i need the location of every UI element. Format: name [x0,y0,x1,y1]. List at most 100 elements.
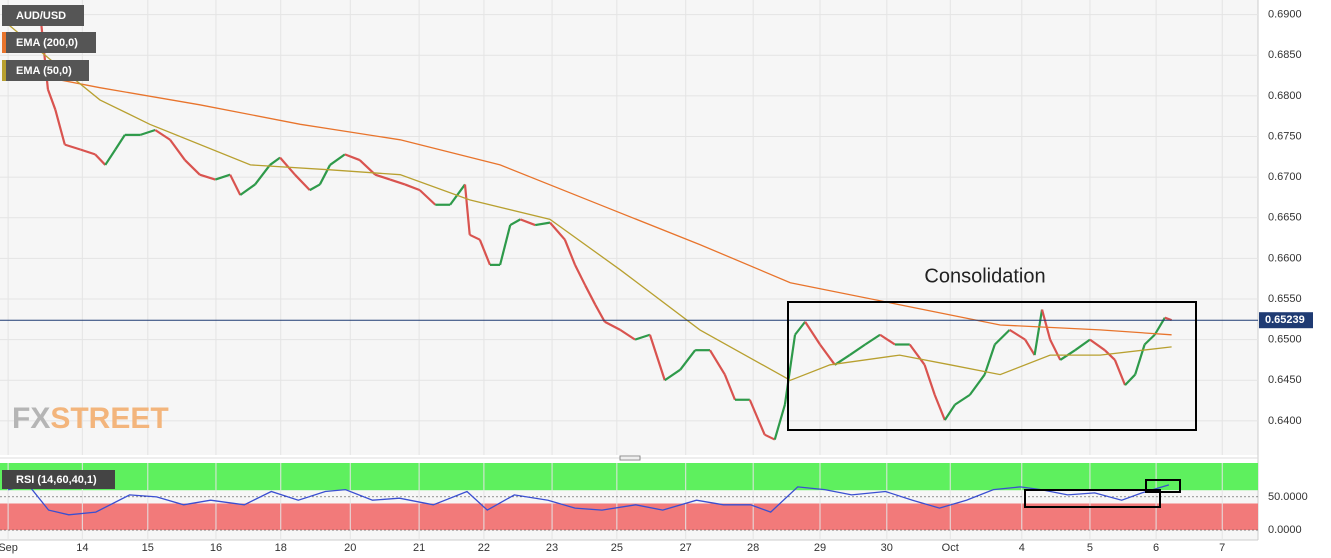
y-tick-label: 0.6700 [1268,171,1302,183]
price-segment [1124,373,1136,386]
price-segment [199,173,216,181]
price-segment [64,143,81,151]
legend-box [2,32,96,53]
price-segment [879,333,896,346]
legend-label: EMA (200,0) [16,37,78,49]
price-segment [563,239,577,266]
legend-label: AUD/USD [16,10,66,22]
price-segment [104,148,117,166]
legend-swatch [2,32,6,53]
price-segment [594,304,606,323]
price-segment [1113,359,1127,386]
price-segment [329,153,346,166]
legend-box [2,60,89,81]
x-tick-label: 21 [413,542,425,554]
x-tick-label: Sep [0,542,18,554]
rsi-label: RSI (14,60,40,1) [16,474,97,486]
price-segment [933,394,946,421]
x-tick-label: 18 [275,542,287,554]
y-tick-label: 0.6850 [1268,49,1302,61]
price-segment [923,364,936,396]
price-segment [419,189,437,206]
price-segment [229,174,242,196]
price-segment [783,334,797,405]
price-panel [0,0,1258,455]
y-tick-label: 0.6650 [1268,212,1302,224]
price-segment [634,333,651,341]
price-segment [1089,338,1106,352]
y-tick-label: 0.6450 [1268,374,1302,386]
price-segment [54,109,66,145]
price-segment [864,333,881,346]
price-segment [519,218,536,227]
price-segment [499,224,512,266]
price-segment [46,88,57,111]
price-segment [794,321,807,336]
price-segment [269,156,281,166]
x-tick-label: Oct [942,542,959,554]
price-segment [184,159,201,176]
y-tick-label: 0.6900 [1268,9,1302,21]
price-segment [94,153,107,166]
price-segment [214,173,231,181]
price-segment [849,343,866,356]
x-tick-label: 15 [142,542,154,554]
x-tick-label: 29 [814,542,826,554]
y-tick-label: 0.6750 [1268,130,1302,142]
price-segment [1040,309,1052,340]
price-segment [374,173,391,181]
price-segment [764,433,776,441]
price-segment [1033,309,1044,356]
legend-label: EMA (50,0) [16,65,72,77]
x-tick-label: 4 [1019,542,1025,554]
watermark: FXSTREET [12,402,169,435]
price-segment [604,320,621,331]
price-segment [584,284,597,306]
price-segment [983,344,996,375]
price-segment [968,373,986,396]
price-segment [169,139,186,161]
rsi-box [1145,479,1181,493]
price-segment [79,148,96,156]
price-segment [344,153,361,162]
annotation: Consolidation [924,265,1045,287]
consolidation-box [787,301,1197,431]
price-segment [114,134,126,151]
price-segment [140,128,156,136]
price-segment [619,328,636,341]
y-tick-label: 0.6400 [1268,415,1302,427]
y-tick-label: 0.0000 [1268,524,1302,536]
price-segment [463,184,471,235]
watermark-street: STREET [50,402,168,435]
x-tick-label: 16 [210,542,222,554]
price-segment [954,393,971,406]
line-series [7,23,1172,382]
y-tick-label: 0.6800 [1268,90,1302,102]
price-segment [239,183,256,196]
price-segment [1049,339,1062,361]
price-segment [279,156,296,176]
legend-box [2,5,84,26]
price-segment [404,183,421,192]
price-segment [294,173,311,191]
price-segment [1009,328,1026,341]
price-segment [254,164,271,186]
rsi-upper-zone [0,463,1258,491]
price-segment [723,374,736,401]
price-segment [509,218,521,227]
x-tick-label: 23 [546,542,558,554]
x-tick-label: 6 [1153,542,1159,554]
price-segment [549,221,566,241]
price-segment [154,129,171,141]
resize-handle[interactable] [619,455,641,461]
price-segment [1143,333,1156,346]
price-segment [664,368,681,382]
price-segment [804,321,821,346]
x-tick-label: 30 [881,542,893,554]
last-price-box [1259,312,1313,329]
price-segment [478,239,491,266]
x-tick-label: 27 [680,542,692,554]
price-segment [1024,339,1036,356]
x-tick-label: 20 [344,542,356,554]
